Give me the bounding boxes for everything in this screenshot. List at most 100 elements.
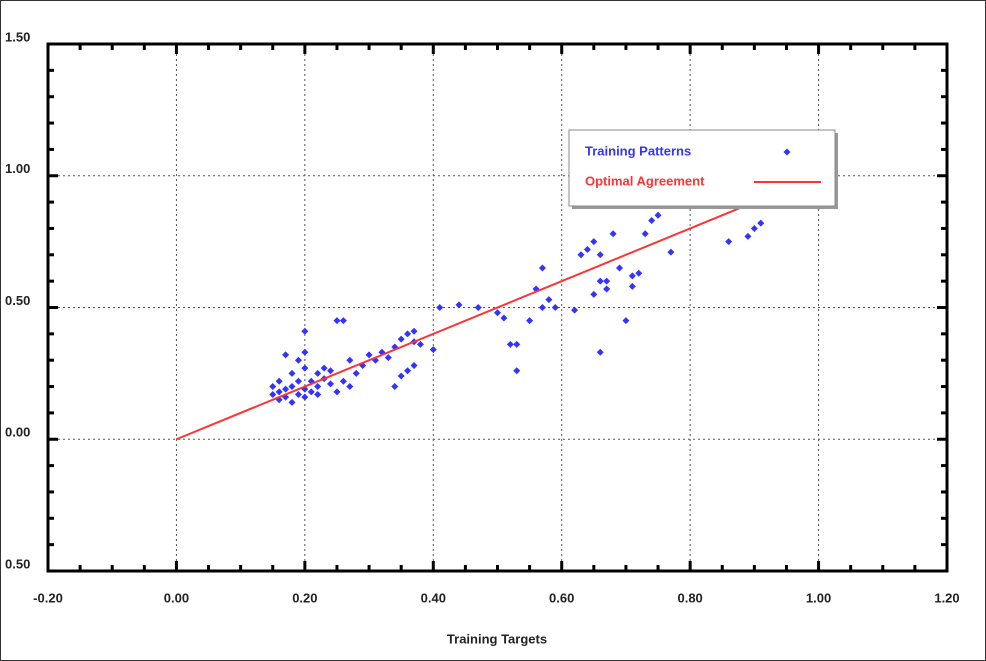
data-point xyxy=(609,230,617,238)
x-tick-label: 0.00 xyxy=(164,590,189,605)
data-point xyxy=(725,238,733,246)
x-tick-label: 0.80 xyxy=(677,590,702,605)
legend-marker xyxy=(783,148,791,156)
data-point xyxy=(301,348,309,356)
data-point xyxy=(545,296,553,304)
y-tick-label: 1.50 xyxy=(5,29,30,44)
data-point xyxy=(622,317,630,325)
data-point xyxy=(333,317,341,325)
x-tick-label: 1.20 xyxy=(934,590,959,605)
data-point xyxy=(294,356,302,364)
y-tick-label: 1.00 xyxy=(5,161,30,176)
legend-box xyxy=(568,129,836,207)
data-point xyxy=(339,377,347,385)
data-point xyxy=(397,335,405,343)
data-point xyxy=(397,372,405,380)
data-point xyxy=(346,383,354,391)
data-point xyxy=(410,327,418,335)
data-point xyxy=(294,377,302,385)
data-point xyxy=(294,390,302,398)
data-point xyxy=(455,301,463,309)
data-point xyxy=(384,354,392,362)
data-point xyxy=(500,314,508,322)
x-tick-label: 0.60 xyxy=(549,590,574,605)
data-point xyxy=(757,219,765,227)
data-point xyxy=(506,340,514,348)
data-point xyxy=(596,277,604,285)
data-point xyxy=(301,393,309,401)
data-point xyxy=(750,224,758,232)
data-point xyxy=(365,351,373,359)
data-point xyxy=(339,317,347,325)
data-point xyxy=(603,277,611,285)
data-point xyxy=(603,285,611,293)
data-point xyxy=(288,383,296,391)
data-point xyxy=(416,340,424,348)
x-axis-label: Training Targets xyxy=(447,631,547,646)
data-point xyxy=(327,367,335,375)
data-point xyxy=(744,232,752,240)
data-point xyxy=(551,304,559,311)
data-point xyxy=(474,304,482,311)
x-tick-label: -0.20 xyxy=(33,590,63,605)
data-point xyxy=(513,367,521,375)
data-point xyxy=(314,390,322,398)
data-point xyxy=(314,369,322,377)
data-point xyxy=(628,272,636,280)
data-point xyxy=(538,264,546,272)
data-point xyxy=(596,348,604,356)
data-point xyxy=(429,346,437,354)
data-point xyxy=(571,306,579,314)
data-point xyxy=(307,388,315,396)
data-point xyxy=(577,251,585,259)
data-point xyxy=(391,383,399,391)
legend-label: Training Patterns xyxy=(585,143,691,158)
data-point xyxy=(635,269,643,277)
data-point xyxy=(436,304,444,311)
data-point xyxy=(513,340,521,348)
data-point xyxy=(654,211,662,219)
data-point xyxy=(526,317,534,325)
data-point xyxy=(269,390,277,398)
data-point xyxy=(404,367,412,375)
data-point xyxy=(538,304,546,311)
data-point xyxy=(282,385,290,393)
data-point xyxy=(616,264,624,272)
data-point xyxy=(288,369,296,377)
data-point xyxy=(596,251,604,259)
data-point xyxy=(288,398,296,406)
x-tick-label: 0.40 xyxy=(421,590,446,605)
data-point xyxy=(269,383,277,391)
data-point xyxy=(282,351,290,359)
data-point xyxy=(275,388,283,396)
data-point xyxy=(494,309,501,317)
plot-frame xyxy=(46,42,949,573)
data-point xyxy=(590,290,598,298)
legend-label: Optimal Agreement xyxy=(585,173,705,188)
data-point xyxy=(648,217,656,225)
data-point xyxy=(583,246,591,254)
x-tick-label: 1.00 xyxy=(806,590,831,605)
line xyxy=(176,201,755,441)
data-point xyxy=(404,330,412,338)
y-tick-label: 0.50 xyxy=(5,556,30,571)
data-point xyxy=(314,383,322,391)
data-point xyxy=(327,380,335,388)
x-tick-label: 0.20 xyxy=(292,590,317,605)
data-point xyxy=(333,388,341,396)
data-point xyxy=(628,282,636,290)
data-point xyxy=(301,364,309,372)
data-point xyxy=(410,361,418,369)
y-tick-label: 0.50 xyxy=(5,293,30,308)
data-point xyxy=(352,369,360,377)
y-tick-label: 0.00 xyxy=(5,425,30,440)
data-point xyxy=(346,356,354,364)
data-point xyxy=(320,364,328,372)
data-point xyxy=(590,238,598,246)
data-point xyxy=(275,377,283,385)
data-point xyxy=(301,327,309,335)
data-point xyxy=(641,230,649,238)
